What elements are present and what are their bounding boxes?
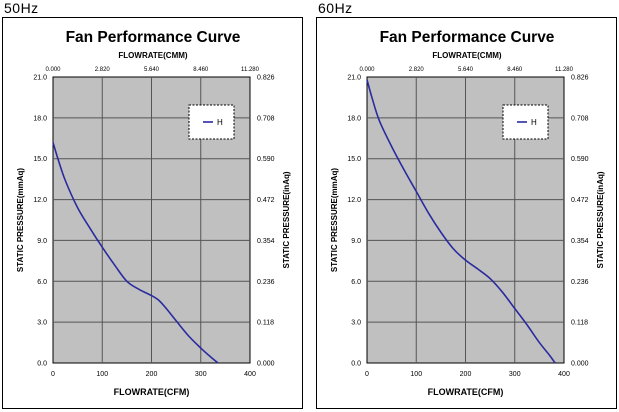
y-tick-label-right: 0.118 bbox=[257, 320, 274, 327]
y-tick-label-left: 9.0 bbox=[351, 238, 361, 245]
y-tick-label-right: 0.472 bbox=[257, 197, 275, 204]
fan-curve-chart-50hz: Fan Performance Curve FLOWRATE(CMM) 0 100 20… bbox=[16, 29, 291, 397]
y-axis-label-left: STATIC PRESSURE(mmAq) bbox=[16, 168, 25, 272]
top-x-tick-label: 0.000 bbox=[45, 67, 61, 73]
top-x-tick-label: 11.280 bbox=[241, 67, 260, 73]
y-tick-label-right: 0.000 bbox=[571, 361, 589, 368]
top-axis-label: FLOWRATE(CMM) bbox=[432, 51, 502, 60]
chart-title: Fan Performance Curve bbox=[380, 29, 555, 46]
x-tick-label: 400 bbox=[558, 371, 570, 378]
y-axis-label-right: STATIC PRESSURE(inAq) bbox=[596, 171, 605, 268]
x-tick-label: 400 bbox=[244, 371, 256, 378]
x-tick-label: 200 bbox=[460, 371, 472, 378]
y-tick-label-right: 0.236 bbox=[571, 279, 589, 286]
top-x-tick-label: 5.640 bbox=[144, 67, 160, 73]
legend-label: H bbox=[531, 118, 537, 127]
y-tick-label-left: 12.0 bbox=[347, 197, 361, 204]
x-axis-label: FLOWRATE(CFM) bbox=[428, 387, 504, 397]
legend: H bbox=[188, 104, 235, 140]
y-tick-label-right: 0.590 bbox=[571, 156, 589, 163]
y-tick-label-left: 3.0 bbox=[351, 320, 361, 327]
y-tick-label-left: 15.0 bbox=[347, 156, 361, 163]
y-tick-label-left: 12.0 bbox=[33, 197, 47, 204]
series-line-H bbox=[366, 79, 556, 364]
frequency-label-50hz: 50Hz bbox=[4, 0, 39, 16]
top-x-tick-label: 0.000 bbox=[359, 67, 375, 73]
top-x-tick-label: 8.460 bbox=[507, 67, 523, 73]
y-tick-label-right: 0.708 bbox=[257, 115, 275, 122]
y-tick-label-left: 0.0 bbox=[37, 361, 47, 368]
y-tick-label-left: 3.0 bbox=[37, 320, 47, 327]
chart-title: Fan Performance Curve bbox=[66, 29, 241, 46]
y-tick-label-right: 0.708 bbox=[571, 115, 589, 122]
top-axis-label: FLOWRATE(CMM) bbox=[118, 51, 188, 60]
x-tick-label: 300 bbox=[195, 371, 207, 378]
y-tick-label-left: 21.0 bbox=[33, 75, 47, 82]
top-x-tick-label: 2.820 bbox=[409, 67, 425, 73]
x-tick-label: 100 bbox=[410, 371, 422, 378]
series-line-H bbox=[52, 142, 219, 364]
y-tick-label-right: 0.236 bbox=[257, 279, 275, 286]
x-tick-label: 200 bbox=[146, 371, 158, 378]
x-tick-label: 100 bbox=[96, 371, 108, 378]
y-tick-label-left: 6.0 bbox=[37, 279, 47, 286]
fan-curve-chart-60hz: Fan Performance Curve FLOWRATE(CMM) 0 100 20… bbox=[330, 29, 605, 397]
x-tick-label: 300 bbox=[509, 371, 521, 378]
x-axis-label: FLOWRATE(CFM) bbox=[114, 387, 190, 397]
y-tick-label-right: 0.354 bbox=[571, 238, 589, 245]
top-x-tick-label: 11.280 bbox=[555, 67, 574, 73]
y-tick-label-left: 18.0 bbox=[33, 115, 47, 122]
y-axis-label-left: STATIC PRESSURE(mmAq) bbox=[330, 168, 339, 272]
y-tick-label-right: 0.354 bbox=[257, 238, 275, 245]
y-tick-label-right: 0.472 bbox=[571, 197, 589, 204]
y-tick-label-right: 0.590 bbox=[257, 156, 275, 163]
y-tick-label-right: 0.118 bbox=[571, 320, 588, 327]
legend: H bbox=[502, 104, 549, 140]
top-x-tick-label: 2.820 bbox=[95, 67, 111, 73]
top-x-tick-label: 8.460 bbox=[193, 67, 209, 73]
y-tick-label-left: 21.0 bbox=[347, 75, 361, 82]
legend-label: H bbox=[217, 118, 223, 127]
y-tick-label-right: 0.826 bbox=[571, 75, 589, 82]
y-tick-label-left: 15.0 bbox=[33, 156, 47, 163]
chart-panel-60hz: Fan Performance Curve FLOWRATE(CMM) 0 100 20… bbox=[316, 17, 617, 409]
x-tick-label: 0 bbox=[365, 371, 369, 378]
y-axis-label-right: STATIC PRESSURE(inAq) bbox=[282, 171, 291, 268]
x-tick-label: 0 bbox=[51, 371, 55, 378]
y-tick-label-left: 6.0 bbox=[351, 279, 361, 286]
y-tick-label-left: 18.0 bbox=[347, 115, 361, 122]
y-tick-label-left: 9.0 bbox=[37, 238, 47, 245]
top-x-tick-label: 5.640 bbox=[458, 67, 474, 73]
frequency-label-60hz: 60Hz bbox=[318, 0, 353, 16]
y-tick-label-right: 0.826 bbox=[257, 75, 275, 82]
y-tick-label-right: 0.000 bbox=[257, 361, 275, 368]
chart-panel-50hz: Fan Performance Curve FLOWRATE(CMM) 0 100 20… bbox=[2, 17, 303, 409]
y-tick-label-left: 0.0 bbox=[351, 361, 361, 368]
